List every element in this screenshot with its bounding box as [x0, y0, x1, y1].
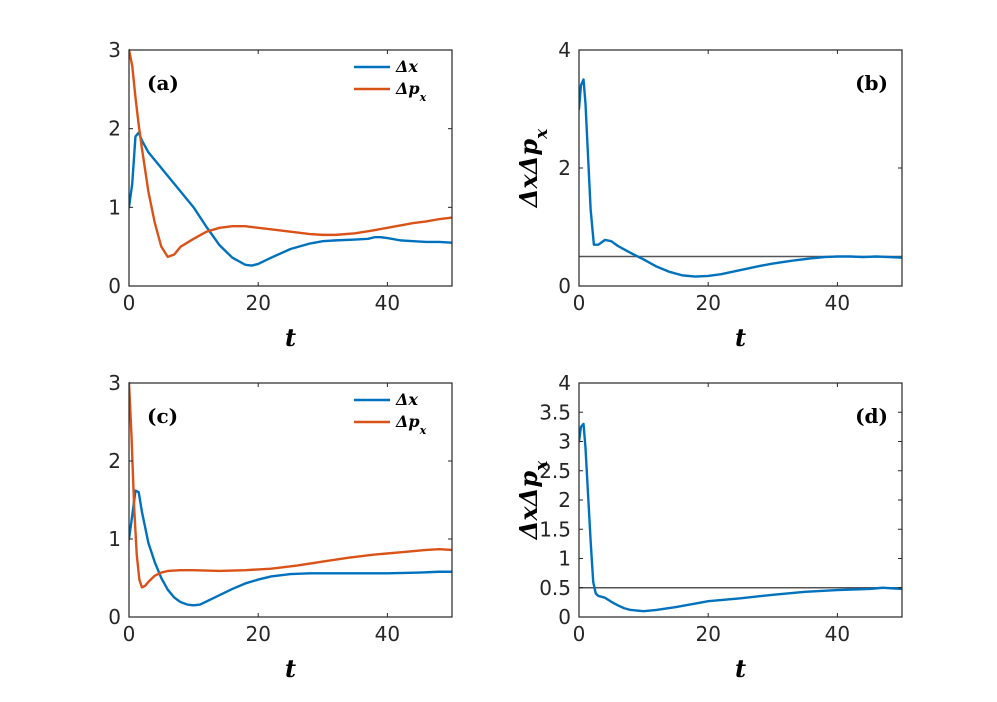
x-tick-label: 40	[375, 291, 400, 315]
y-tick-label: 4	[558, 371, 571, 395]
y-tick-label: 3.5	[539, 400, 571, 424]
x-tick-label: 0	[573, 291, 586, 315]
panel-label: (a)	[147, 71, 179, 95]
x-tick-label: 0	[573, 622, 586, 646]
legend-entry: Δpx	[395, 79, 427, 104]
y-tick-label: 2	[108, 449, 121, 473]
x-tick-label: 20	[695, 622, 720, 646]
y-tick-label: 1	[108, 195, 121, 219]
y-axis-label: ΔxΔpx	[514, 460, 551, 540]
y-tick-label: 4	[558, 38, 571, 62]
y-tick-label: 0	[558, 605, 571, 629]
series-line-dpx	[129, 48, 452, 259]
y-tick-label: 0	[108, 605, 121, 629]
y-tick-label: 1	[558, 547, 571, 571]
panel-label: (b)	[855, 71, 888, 95]
panel-label: (d)	[855, 404, 888, 428]
y-tick-label: 2	[558, 488, 571, 512]
y-tick-label: 1.5	[539, 517, 571, 541]
x-tick-label: 0	[123, 291, 136, 315]
x-tick-label: 20	[695, 291, 720, 315]
y-tick-label: 3	[558, 430, 571, 454]
x-axis-label: t	[735, 654, 746, 683]
y-axis-label: ΔxΔpx	[514, 128, 551, 208]
legend-entry: Δpx	[395, 412, 427, 437]
x-axis-label: t	[285, 654, 296, 683]
panel-b: 0 20 40 0 2 4 t ΔxΔpx (b)	[514, 38, 903, 352]
y-tick-label: 0	[558, 274, 571, 298]
series-line-product	[579, 422, 902, 613]
y-tick-label: 2.5	[539, 459, 571, 483]
series-line-dx	[129, 131, 452, 267]
axes-box	[578, 382, 903, 618]
x-tick-label: 20	[245, 291, 270, 315]
x-tick-label: 20	[245, 622, 270, 646]
x-axis-label: t	[735, 323, 746, 352]
panel-c: 0 20 40 0 1 2 3 t (c) Δx Δpx	[108, 371, 453, 683]
axes-box	[128, 49, 453, 287]
series-line-product	[579, 78, 902, 278]
x-tick-label: 40	[825, 291, 850, 315]
panel-label: (c)	[147, 404, 178, 428]
x-tick-label: 0	[123, 622, 136, 646]
legend-entry: Δx	[395, 390, 418, 409]
series-line-dx	[129, 489, 452, 607]
y-tick-label: 3	[108, 38, 121, 62]
y-tick-label: 2	[558, 156, 571, 180]
x-tick-label: 40	[825, 622, 850, 646]
series-line-dpx	[129, 381, 452, 589]
axes-box	[128, 382, 453, 618]
legend-entry: Δx	[395, 57, 418, 76]
x-axis-label: t	[285, 323, 296, 352]
panel-a: 0 20 40 0 1 2 3 t (a) Δx Δpx	[108, 38, 453, 352]
x-tick-label: 40	[375, 622, 400, 646]
y-tick-label: 1	[108, 527, 121, 551]
y-tick-label: 3	[108, 371, 121, 395]
y-tick-label: 2	[108, 117, 121, 141]
y-tick-label: 0.5	[539, 576, 571, 600]
y-tick-label: 0	[108, 274, 121, 298]
